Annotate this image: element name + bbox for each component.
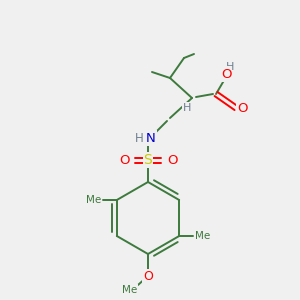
Text: O: O xyxy=(119,154,129,166)
Text: H: H xyxy=(226,62,234,72)
Text: O: O xyxy=(143,269,153,283)
Text: O: O xyxy=(237,101,247,115)
Text: Me: Me xyxy=(86,195,101,205)
Text: H: H xyxy=(183,103,191,113)
Text: Me: Me xyxy=(195,231,210,241)
Text: N: N xyxy=(146,131,156,145)
Text: O: O xyxy=(221,68,231,80)
Text: Me: Me xyxy=(122,285,138,295)
Text: S: S xyxy=(144,153,152,167)
Text: O: O xyxy=(167,154,177,166)
Text: H: H xyxy=(135,133,143,146)
